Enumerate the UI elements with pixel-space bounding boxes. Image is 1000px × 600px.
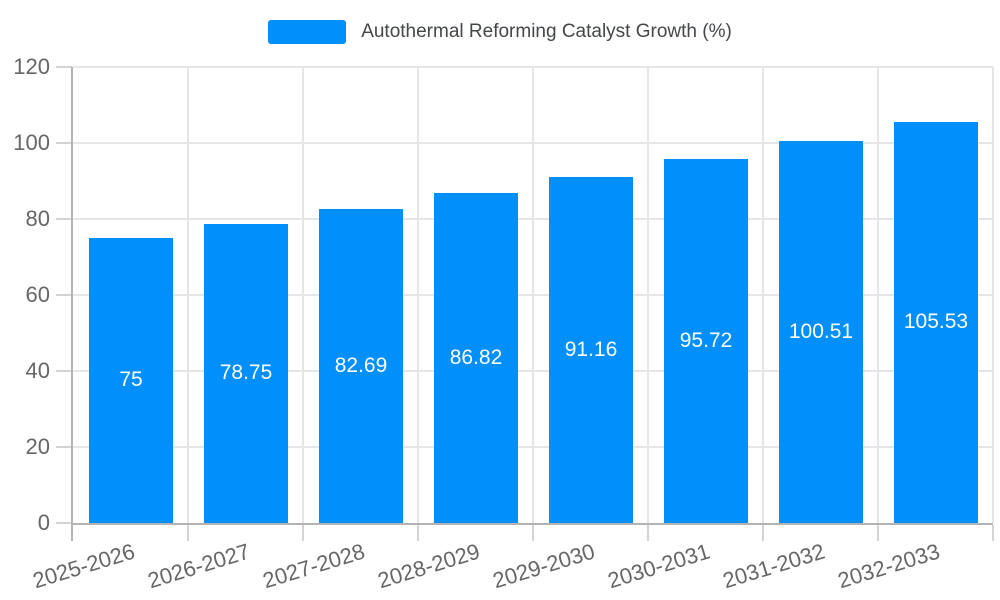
x-axis-label: 2027-2028	[260, 538, 369, 594]
y-tick	[56, 370, 72, 372]
x-tick	[992, 525, 994, 541]
y-axis-label: 60	[25, 282, 50, 307]
bar-value-label: 82.69	[334, 354, 388, 377]
x-axis-label: 2029-2030	[490, 538, 599, 594]
x-axis-label: 2028-2029	[375, 538, 484, 594]
bar[interactable]	[664, 159, 748, 523]
bar-value-label: 78.75	[219, 361, 273, 384]
x-tick	[302, 525, 304, 541]
v-gridline	[417, 67, 419, 523]
legend-marker-icon	[268, 20, 347, 44]
y-axis-label: 20	[25, 434, 50, 459]
bar[interactable]	[434, 193, 518, 523]
y-tick	[56, 142, 72, 144]
y-axis-label: 100	[13, 130, 50, 155]
y-tick	[56, 522, 72, 524]
bar[interactable]	[779, 141, 863, 523]
bar-value-label: 105.53	[903, 310, 969, 333]
x-tick	[417, 525, 419, 541]
x-tick	[877, 525, 879, 541]
bar[interactable]	[319, 209, 403, 523]
bar[interactable]	[894, 122, 978, 523]
y-tick	[56, 66, 72, 68]
x-axis-line	[73, 523, 993, 525]
bar-value-label: 86.82	[449, 346, 503, 369]
y-axis-label: 120	[13, 54, 50, 79]
y-axis-label: 40	[25, 358, 50, 383]
x-tick	[187, 525, 189, 541]
x-axis-label: 2031-2032	[720, 538, 829, 594]
bar-value-label: 75	[119, 368, 143, 391]
x-tick	[647, 525, 649, 541]
v-gridline	[187, 67, 189, 523]
bar[interactable]	[204, 224, 288, 523]
y-axis-label: 80	[25, 206, 50, 231]
y-axis-label: 0	[37, 510, 50, 535]
v-gridline	[762, 67, 764, 523]
x-axis-label: 2025-2026	[30, 538, 139, 594]
v-gridline	[877, 67, 879, 523]
y-tick	[56, 294, 72, 296]
v-gridline	[992, 67, 994, 523]
bar-value-label: 91.16	[564, 338, 618, 361]
y-tick	[56, 218, 72, 220]
y-axis-line	[71, 67, 73, 541]
bar-value-label: 95.72	[679, 329, 733, 352]
legend-item[interactable]: Autothermal Reforming Catalyst Growth (%…	[0, 20, 1000, 44]
x-tick	[532, 525, 534, 541]
bar[interactable]	[549, 177, 633, 523]
legend-label: Autothermal Reforming Catalyst Growth (%…	[361, 21, 732, 42]
bar-value-label: 100.51	[788, 320, 854, 343]
v-gridline	[532, 67, 534, 523]
x-axis-label: 2030-2031	[605, 538, 714, 594]
v-gridline	[647, 67, 649, 523]
x-tick	[762, 525, 764, 541]
bar[interactable]	[89, 238, 173, 523]
y-tick	[56, 446, 72, 448]
x-axis-label: 2032-2033	[835, 538, 944, 594]
v-gridline	[302, 67, 304, 523]
x-axis-label: 2026-2027	[145, 538, 254, 594]
